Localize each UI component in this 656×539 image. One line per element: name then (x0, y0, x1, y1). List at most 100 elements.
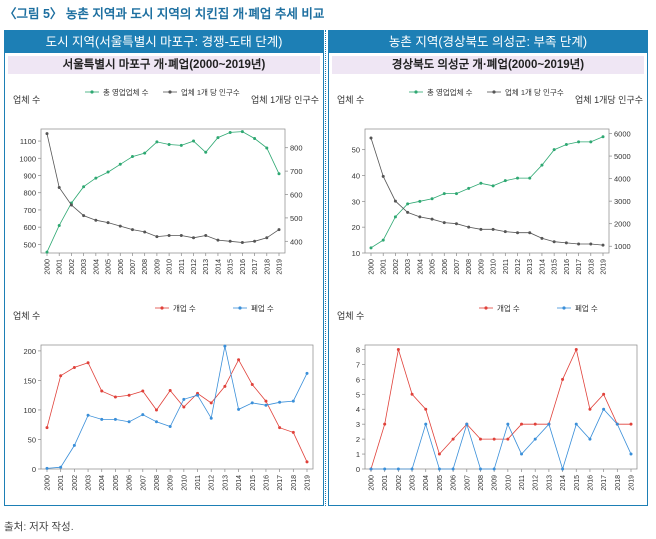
data-point (45, 426, 49, 430)
x-tick-label: 2003 (405, 259, 412, 275)
data-point (72, 365, 76, 369)
y-tick-label: 700 (23, 206, 36, 215)
data-point (118, 224, 122, 228)
y2-tick-label: 500 (290, 214, 303, 223)
data-point (437, 467, 441, 471)
data-point (59, 374, 63, 378)
x-tick-label: 2000 (369, 259, 376, 275)
x-tick-label: 2007 (454, 259, 461, 275)
y-tick-label: 200 (23, 347, 36, 356)
data-point (253, 239, 257, 243)
data-point (516, 231, 520, 235)
data-point (305, 371, 309, 375)
plot-frame (40, 344, 314, 470)
data-point (141, 413, 145, 417)
y2-tick-label: 2000 (614, 220, 631, 229)
legend-marker (414, 90, 418, 94)
data-point (253, 136, 257, 140)
data-point (467, 225, 471, 229)
x-tick-label: 2014 (560, 475, 567, 491)
y2-tick-label: 4000 (614, 175, 631, 184)
y-axis-label: 업체 수 (337, 95, 364, 105)
x-tick-label: 2008 (466, 259, 473, 275)
y-tick-label: 7 (356, 360, 360, 369)
legend-marker (492, 90, 496, 94)
legend-label: 업체 1개 당 인구수 (181, 87, 240, 97)
legend-label: 총 영업업체 수 (103, 87, 149, 97)
data-point (118, 162, 122, 166)
y-tick-label: 40 (352, 172, 360, 181)
data-point (57, 185, 61, 189)
data-point (57, 223, 61, 227)
x-tick-label: 2002 (396, 475, 403, 491)
x-tick-label: 2012 (533, 475, 540, 491)
data-point (615, 422, 619, 426)
data-point (264, 403, 268, 407)
x-tick-label: 2013 (546, 475, 553, 491)
x-tick-label: 2001 (382, 475, 389, 491)
x-tick-label: 2008 (142, 259, 149, 275)
y-tick-label: 500 (23, 240, 36, 249)
y2-axis-label: 업체 1개당 인구수 (575, 95, 643, 105)
x-tick-label: 2011 (519, 475, 526, 490)
y-axis-label: 업체 수 (13, 95, 40, 105)
x-tick-label: 2017 (576, 259, 583, 275)
y-tick-label: 50 (28, 435, 36, 444)
data-point (192, 139, 196, 143)
x-tick-label: 2009 (154, 259, 161, 275)
y2-tick-label: 1000 (614, 242, 631, 251)
data-point (589, 242, 593, 246)
data-point (240, 130, 244, 134)
urban-panel-subheader: 서울특별시 마포구 개·폐업(2000~2019년) (8, 56, 320, 74)
data-point (442, 221, 446, 225)
x-tick-label: 2015 (250, 475, 257, 491)
x-tick-label: 2016 (263, 475, 270, 491)
data-point (588, 437, 592, 441)
x-tick-label: 2000 (45, 475, 52, 491)
x-tick-label: 2004 (417, 259, 424, 275)
x-tick-label: 2010 (505, 475, 512, 491)
x-tick-label: 2019 (277, 259, 284, 275)
y2-tick-label: 6000 (614, 130, 631, 139)
data-point (577, 140, 581, 144)
data-point (82, 214, 86, 218)
data-point (491, 184, 495, 188)
y-tick-label: 1100 (20, 137, 36, 146)
data-point (516, 176, 520, 180)
x-tick-label: 2013 (222, 475, 229, 491)
data-point (250, 383, 254, 387)
x-tick-label: 2007 (464, 475, 471, 491)
data-point (451, 437, 455, 441)
data-point (86, 413, 90, 417)
y2-tick-label: 600 (290, 191, 303, 200)
data-point (393, 215, 397, 219)
data-point (564, 143, 568, 146)
data-point (547, 422, 551, 426)
x-tick-label: 2004 (99, 475, 106, 491)
data-point (240, 240, 244, 244)
data-point (277, 228, 281, 232)
x-tick-label: 2004 (423, 475, 430, 491)
data-point (237, 358, 241, 362)
y-axis-label: 업체 수 (13, 311, 40, 321)
legend-marker (168, 90, 172, 94)
data-point (406, 202, 410, 206)
legend-label: 총 영업업체 수 (427, 87, 473, 97)
data-point (552, 240, 556, 244)
data-point (540, 163, 544, 167)
x-tick-label: 2005 (106, 259, 113, 275)
data-point (381, 238, 385, 242)
data-point (209, 416, 213, 420)
data-point (94, 218, 98, 222)
legend-marker (90, 90, 94, 94)
data-point (369, 246, 373, 250)
panel-divider (325, 30, 326, 506)
data-point (479, 181, 483, 185)
x-tick-label: 2005 (437, 475, 444, 491)
data-point (410, 467, 414, 471)
data-point (369, 467, 373, 471)
data-point (182, 397, 186, 401)
data-point (167, 143, 171, 146)
data-point (277, 172, 281, 176)
x-tick-label: 2015 (552, 259, 559, 275)
